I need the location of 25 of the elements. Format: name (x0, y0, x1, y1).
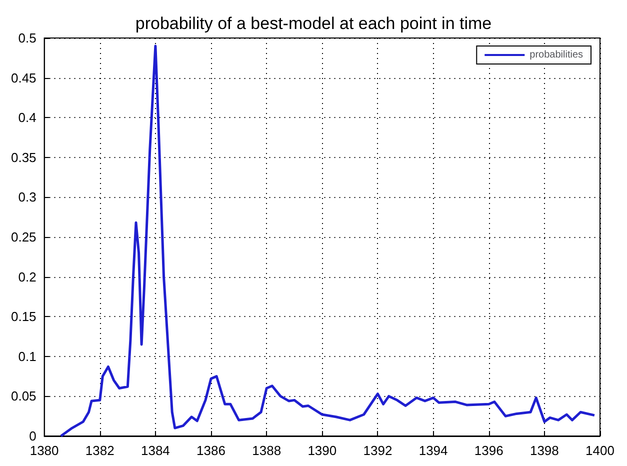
x-tick-label: 1390 (308, 443, 337, 458)
x-tick-label: 1396 (474, 443, 504, 458)
y-tick-label: 0.2 (18, 269, 36, 284)
x-tick-label: 1392 (363, 443, 392, 458)
y-tick-label: 0.05 (10, 388, 36, 404)
line-series (60, 44, 596, 438)
y-tick-label: 0.25 (10, 230, 36, 244)
y-tick-label: 0 (29, 428, 36, 444)
x-tick-label: 1394 (418, 443, 448, 458)
y-tick-label: 0.5 (18, 30, 36, 46)
x-tick-label: 1380 (30, 443, 59, 458)
y-tick-label: 0.35 (10, 150, 36, 165)
chart-title: probability of a best-model at each point in time (135, 14, 492, 33)
x-tick-label: 1398 (530, 443, 559, 458)
x-tick-label: 1382 (85, 443, 114, 458)
y-tick-label: 0.4 (18, 110, 36, 126)
x-tick-label: 1400 (586, 443, 614, 458)
y-tick-label: 0.3 (18, 190, 36, 205)
x-tick-label: 1388 (252, 443, 282, 458)
y-tick-label: 0.15 (10, 309, 36, 324)
legend-label: probabilities (530, 50, 584, 60)
y-tick-label: 0.45 (10, 70, 36, 86)
y-tick-label: 0.1 (18, 348, 36, 364)
x-tick-label: 1386 (196, 443, 226, 458)
x-tick-label: 1384 (140, 443, 170, 458)
